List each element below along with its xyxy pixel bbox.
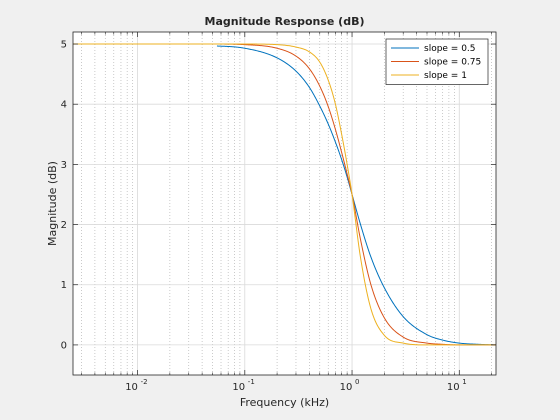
y-axis-label: Magnitude (dB) xyxy=(46,161,59,246)
x-tick-label: 10 xyxy=(232,382,245,393)
legend-label: slope = 0.5 xyxy=(424,44,476,54)
series-lines xyxy=(73,43,497,346)
y-tick-label: 3 xyxy=(61,160,67,171)
x-tick-label: 10 xyxy=(447,382,460,393)
grid xyxy=(73,32,496,375)
plot-area xyxy=(73,32,496,375)
series-line xyxy=(216,45,497,346)
y-tick-label: 4 xyxy=(61,100,67,111)
series-line xyxy=(73,43,496,346)
x-axis-label: Frequency (kHz) xyxy=(240,396,329,409)
x-tick-exponent: 1 xyxy=(462,378,466,386)
x-tick-exponent: 0 xyxy=(355,378,359,386)
y-tick-label: 0 xyxy=(61,340,67,351)
y-tick-label: 5 xyxy=(61,40,67,51)
x-tick-exponent: -1 xyxy=(248,378,255,386)
x-tick-label: 10 xyxy=(340,382,353,393)
plot-frame xyxy=(72,31,497,376)
x-tick-exponent: -2 xyxy=(141,378,148,386)
legend: slope = 0.5 slope = 0.75 slope = 1 xyxy=(385,38,489,85)
y-tick-label: 1 xyxy=(61,280,67,291)
legend-label: slope = 0.75 xyxy=(424,58,481,68)
chart-title: Magnitude Response (dB) xyxy=(205,15,365,28)
legend-label: slope = 1 xyxy=(424,71,467,81)
y-tick-label: 2 xyxy=(61,220,67,231)
x-tick-label: 10 xyxy=(125,382,138,393)
